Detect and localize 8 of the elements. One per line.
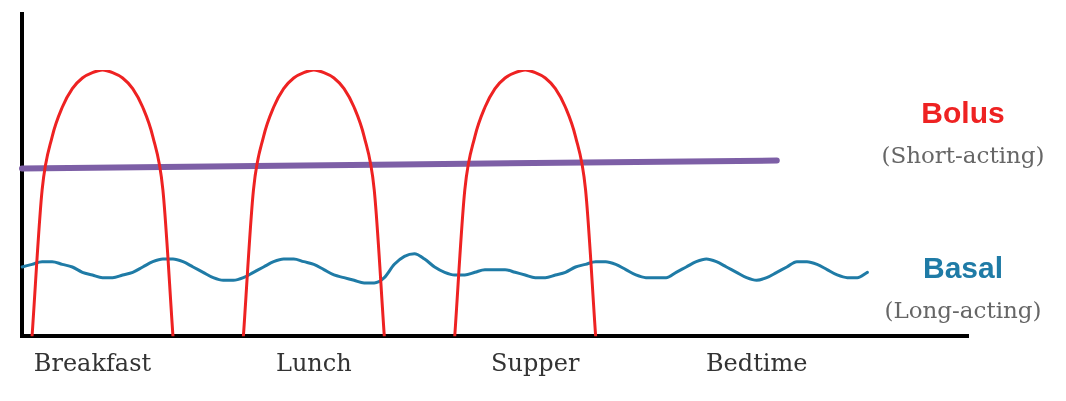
annotation: (Short-acting) (881, 141, 1045, 168)
x-tick-label: Bedtime (705, 348, 808, 377)
annotation: (Long-acting) (884, 296, 1042, 323)
text: Bolus (921, 96, 1005, 130)
x-tick-label: Breakfast (33, 348, 152, 377)
series-label: Basal (922, 251, 1004, 285)
x-tick-label: Lunch (275, 348, 352, 377)
x-tick-label: Supper (491, 348, 580, 377)
